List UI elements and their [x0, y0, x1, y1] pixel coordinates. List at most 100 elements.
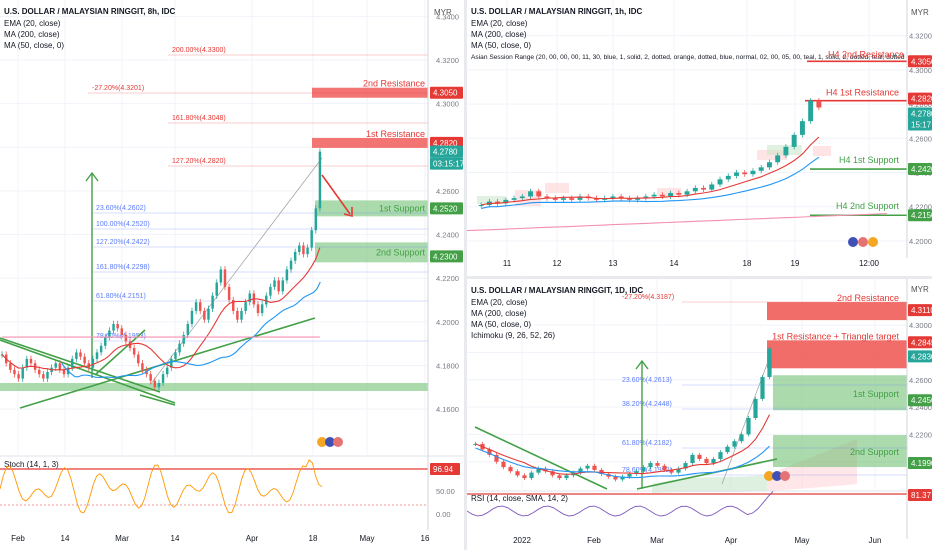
indicator-label: MA (200, close): [4, 30, 60, 39]
tr-candle: [519, 196, 525, 199]
br-candle: [564, 475, 569, 479]
price-tag: 15:17: [911, 120, 932, 129]
event-icons[interactable]: [317, 437, 343, 447]
price-tick: 4.3200: [909, 32, 932, 41]
price-tag: 4.2830: [911, 352, 932, 361]
br-candle: [557, 475, 562, 479]
event-icons[interactable]: [848, 237, 878, 247]
tr-candle: [750, 170, 756, 175]
time-tick: Mar: [115, 534, 129, 543]
left-candle: [285, 269, 289, 281]
oscillator-title: Stoch (14, 1, 3): [4, 460, 59, 469]
price-tag: 4.3050: [911, 57, 932, 66]
br-candle: [620, 476, 625, 480]
left-candle: [99, 345, 103, 353]
left-candle: [54, 363, 57, 368]
br-candle: [585, 465, 590, 469]
tr-candle: [593, 198, 599, 200]
br-candle: [704, 458, 709, 464]
fib-level-label: 127.20%(4.2820): [172, 158, 226, 165]
price-tick: 4.2600: [436, 187, 459, 196]
tr-candle: [577, 196, 583, 200]
zone-label: 1st Resistance + Triangle target: [772, 331, 899, 341]
left-candle: [9, 363, 12, 370]
left-candle: [227, 286, 231, 300]
chart-panel-8h[interactable]: 200.00%(4.3300) -27.20%(4.3201) 161.80%(4.…: [0, 0, 464, 550]
chart-panel-1d[interactable]: -27.20%(4.3187) 23.60%(4.2613) 38.20%(4.24…: [467, 279, 932, 550]
tr-candle: [816, 100, 822, 108]
stoch-line: [0, 459, 323, 514]
br-candle: [592, 465, 597, 470]
price-tag-bg: [908, 336, 932, 349]
left-candle: [244, 302, 247, 311]
indicator-label: MA (50, close, 0): [471, 320, 531, 329]
br-candle: [487, 449, 492, 455]
price-tag-bg: [908, 118, 932, 131]
zone-1st-resistance: [312, 137, 428, 148]
price-tag-bg: [908, 92, 932, 105]
left-candle: [120, 328, 124, 335]
br-candle: [662, 465, 667, 470]
fib-level-label: 161.80%(4.3048): [172, 115, 226, 122]
time-tick: 16: [421, 534, 430, 543]
tr-candle: [643, 196, 649, 199]
left-candle: [170, 358, 173, 368]
left-candle: [186, 324, 190, 335]
br-candle: [501, 461, 506, 468]
left-candle: [141, 363, 144, 370]
price-tag-bg: [908, 163, 932, 176]
price-tick: 4.1800: [436, 361, 459, 370]
session-box: [545, 183, 569, 193]
tr-candle: [758, 167, 764, 171]
ma-50-line: [480, 156, 820, 209]
time-tick: 14: [171, 534, 180, 543]
session-box: [657, 188, 681, 196]
price-tag: 4.2820: [433, 139, 458, 148]
time-tick: Apr: [725, 536, 738, 545]
chart-panel-1h[interactable]: U.S. DOLLAR / MALAYSIAN RINGGIT, 1h, IDC…: [467, 0, 932, 276]
br-candle: [725, 446, 730, 453]
tr-candle: [511, 198, 517, 200]
left-candle: [318, 151, 322, 209]
fib-level-label: 161.80%(4.2298): [96, 264, 150, 271]
oscillator-value: 96.94: [433, 465, 454, 474]
fib-level-label: 61.80%(4.2182): [622, 440, 672, 447]
left-candle: [198, 302, 202, 311]
indicator-label: MA (200, close): [471, 309, 527, 318]
zone-2nd-support: [773, 435, 907, 468]
time-tick: 18: [309, 534, 318, 543]
zone-2nd-resistance: [312, 87, 428, 98]
br-candle: [739, 434, 744, 442]
tr-candle: [626, 198, 632, 200]
event-icons[interactable]: [764, 471, 790, 481]
zone-base-support: [0, 383, 428, 391]
time-tick: 14: [670, 259, 679, 268]
left-candle: [62, 369, 66, 375]
session-box: [813, 146, 831, 156]
left-candle: [269, 286, 272, 296]
price-tag-bg: [908, 209, 932, 222]
price-tick: 4.3000: [909, 66, 932, 75]
left-candle: [273, 280, 276, 287]
zone-label: 1st Resistance: [366, 129, 425, 139]
br-candle: [676, 468, 681, 473]
zone-label: 2nd Resistance: [837, 293, 899, 303]
zone-label: 2nd Support: [376, 247, 426, 257]
osc-tick: 50.00: [436, 487, 455, 496]
price-tick: 4.2200: [909, 203, 932, 212]
fib-level-label: 100.00%(4.2520): [96, 221, 150, 228]
tr-candle: [791, 134, 797, 147]
osc-tick: 0.00: [436, 510, 451, 519]
tr-candle: [495, 201, 501, 204]
price-tick: 4.2200: [436, 274, 459, 283]
time-tick: Feb: [587, 536, 601, 545]
tr-candle: [561, 198, 566, 200]
tr-candle: [552, 198, 558, 200]
left-candle: [219, 269, 223, 283]
tr-candle: [569, 198, 575, 200]
br-candle: [732, 441, 737, 447]
time-tick: 12:00: [859, 259, 880, 268]
time-tick: Apr: [246, 534, 259, 543]
left-candle: [75, 352, 78, 359]
